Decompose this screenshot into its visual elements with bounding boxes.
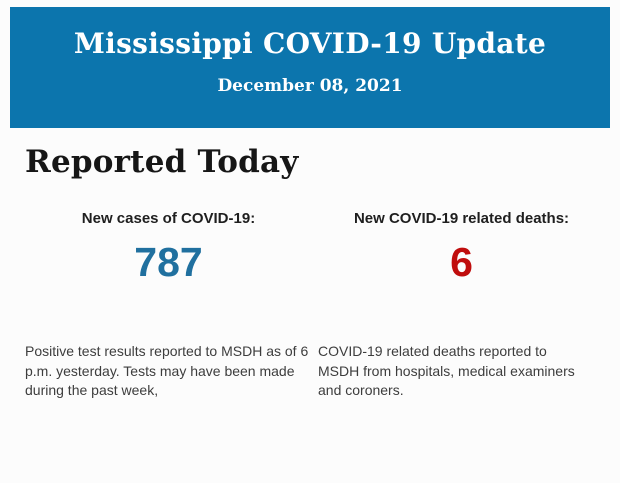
page-title: Reported Today	[25, 144, 299, 180]
newsletter-title: Mississippi COVID-19 Update	[73, 27, 547, 60]
stat-new-cases: New cases of COVID-19: 787 Positive test…	[25, 210, 312, 401]
newsletter-date: December 08, 2021	[217, 76, 403, 96]
header-banner: Mississippi COVID-19 Update December 08,…	[10, 7, 610, 128]
new-cases-description: Positive test results reported to MSDH a…	[25, 343, 309, 398]
new-cases-value: 787	[134, 239, 203, 285]
stat-new-deaths: New COVID-19 related deaths: 6 COVID-19 …	[318, 210, 605, 401]
new-deaths-value: 6	[450, 239, 473, 285]
stats-row: New cases of COVID-19: 787 Positive test…	[25, 210, 605, 401]
new-cases-label: New cases of COVID-19:	[81, 210, 256, 227]
report-body: Reported Today New cases of COVID-19: 78…	[0, 143, 620, 401]
new-deaths-label: New COVID-19 related deaths:	[353, 210, 570, 227]
new-deaths-description: COVID-19 related deaths reported to MSDH…	[318, 343, 575, 398]
